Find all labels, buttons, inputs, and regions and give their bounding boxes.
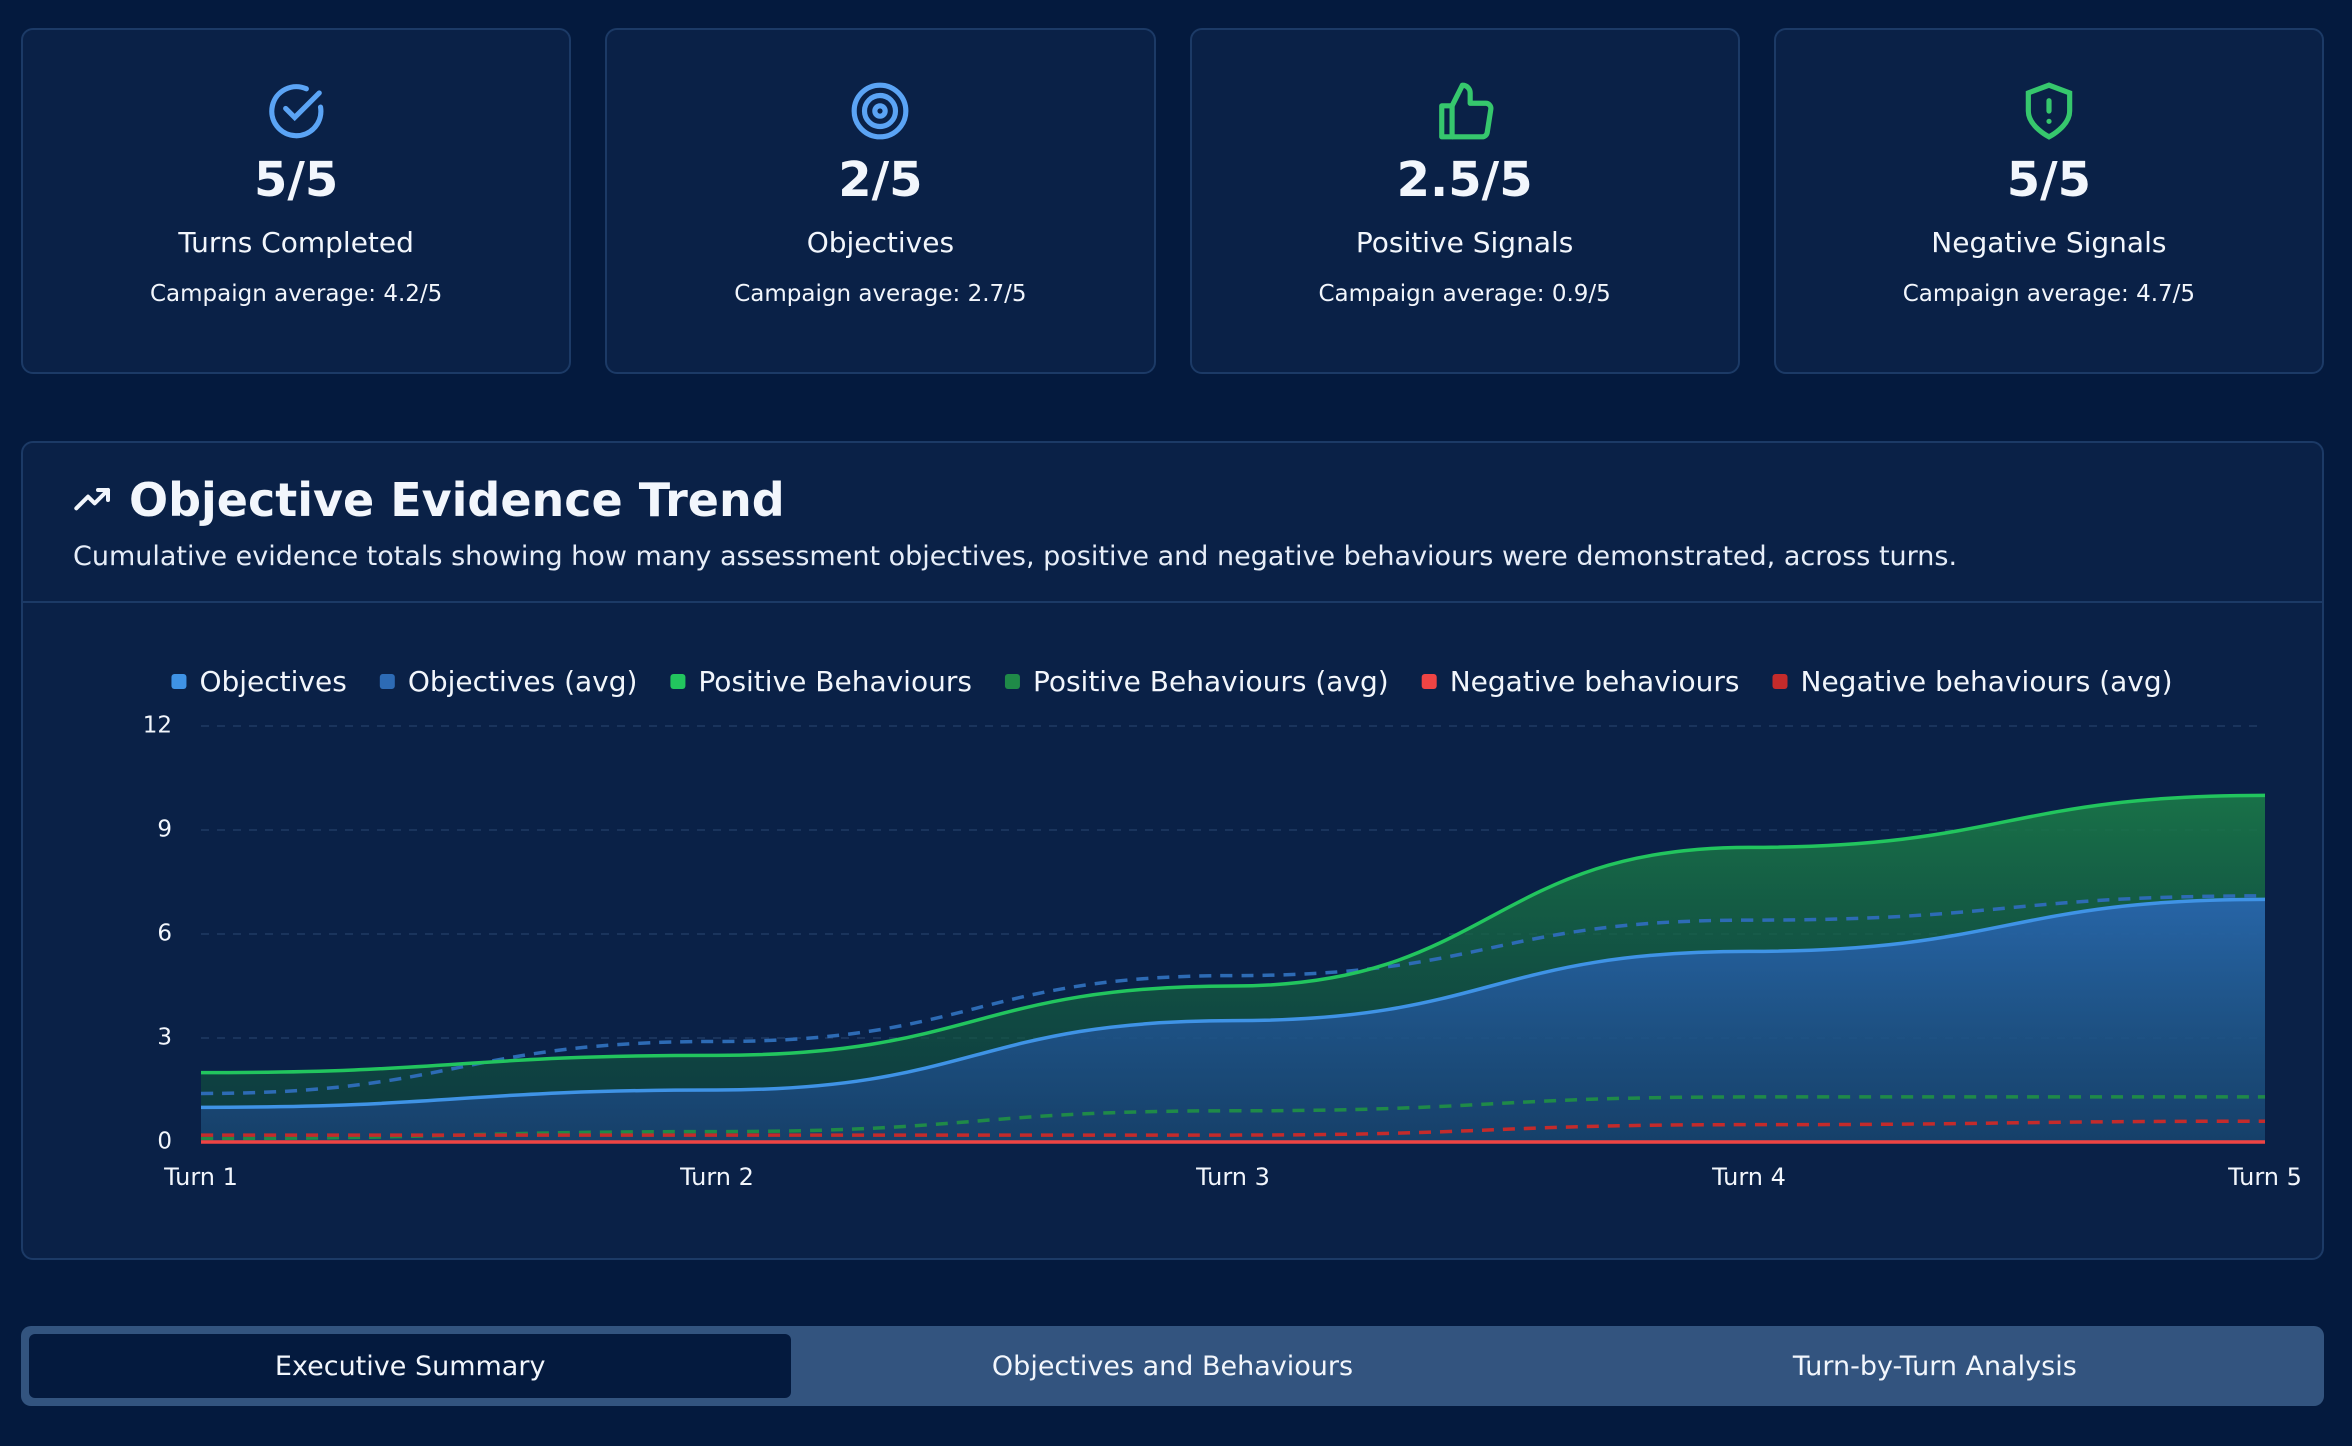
card: 5/5 Negative Signals Campaign average: 4…: [1773, 28, 2324, 374]
card-average: Campaign average: 2.7/5: [734, 281, 1027, 307]
legend-label: Positive Behaviours (avg): [1033, 665, 1389, 698]
card-label: Turns Completed: [178, 226, 414, 259]
check-icon: [269, 84, 324, 139]
card-label: Objectives: [806, 226, 955, 259]
target-icon: [851, 82, 909, 140]
y-tick-label: 3: [157, 1025, 172, 1051]
legend-label: Positive Behaviours: [698, 665, 972, 698]
line: [200, 1095, 2265, 1141]
chart-header: Objective Evidence Trend Cumulative evid…: [23, 443, 2322, 603]
card: 2/5 Objectives Campaign average: 2.7/5: [605, 28, 1156, 374]
line: [200, 894, 2266, 1096]
x-tick-label: Turn 3: [1195, 1163, 1270, 1191]
card-label: Negative Signals: [1931, 226, 2167, 259]
legend-label: Objectives (avg): [408, 665, 638, 698]
y-tick-label: 0: [157, 1129, 172, 1155]
card-average: Campaign average: 0.9/5: [1318, 281, 1611, 307]
y-tick-label: 6: [157, 921, 172, 947]
card: 2.5/5 Positive Signals Campaign average:…: [1189, 28, 1740, 374]
card-average: Campaign average: 4.7/5: [1902, 281, 2196, 307]
area: [201, 899, 2265, 1142]
chart-subtitle: Cumulative evidence totals showing how m…: [73, 541, 1958, 572]
legend-label: Negative behaviours (avg): [1801, 665, 2173, 698]
line: [200, 793, 2266, 1075]
card-average: Campaign average: 4.2/5: [149, 281, 443, 307]
card-value: 5/5: [2006, 152, 2092, 208]
card: 5/5 Turns Completed Campaign average: 4.…: [21, 28, 572, 374]
tab-bar: Executive Summary Objectives and Behavio…: [21, 1326, 2324, 1406]
legend-swatch: [1421, 674, 1437, 689]
shield-icon: [2025, 82, 2073, 140]
summary-cards: 5/5 Turns Completed Campaign average: 4.…: [21, 28, 2324, 374]
trend-icon: [74, 488, 110, 511]
line: [200, 897, 2266, 1110]
x-tick-label: Turn 4: [1711, 1163, 1786, 1191]
chart-heading: Objective Evidence Trend: [73, 443, 2322, 527]
x-tick-label: Turn 2: [679, 1163, 754, 1191]
chart-title: Objective Evidence Trend: [129, 473, 785, 527]
card-value: 2/5: [838, 152, 923, 208]
card-value: 2.5/5: [1396, 152, 1533, 208]
tab[interactable]: Objectives and Behaviours: [791, 1334, 1553, 1398]
y-tick-label: 12: [143, 713, 172, 739]
card-value: 5/5: [253, 152, 339, 208]
x-tick-label: Turn 1: [163, 1163, 238, 1191]
x-tick-label: Turn 5: [2227, 1163, 2302, 1191]
card-label: Positive Signals: [1355, 226, 1574, 259]
legend-swatch: [1004, 674, 1020, 689]
legend-swatch: [379, 674, 395, 689]
legend-label: Objectives: [199, 665, 346, 698]
y-tick-label: 9: [157, 817, 172, 843]
tab[interactable]: Turn-by-Turn Analysis: [1554, 1334, 2316, 1398]
thumbs-up-icon: [1438, 82, 1494, 140]
tab[interactable]: Executive Summary: [29, 1334, 792, 1398]
legend-swatch: [171, 674, 187, 689]
legend-swatch: [670, 674, 686, 689]
line: [201, 1119, 2266, 1137]
legend-label: Negative behaviours: [1450, 665, 1740, 698]
legend-swatch: [1772, 674, 1788, 689]
